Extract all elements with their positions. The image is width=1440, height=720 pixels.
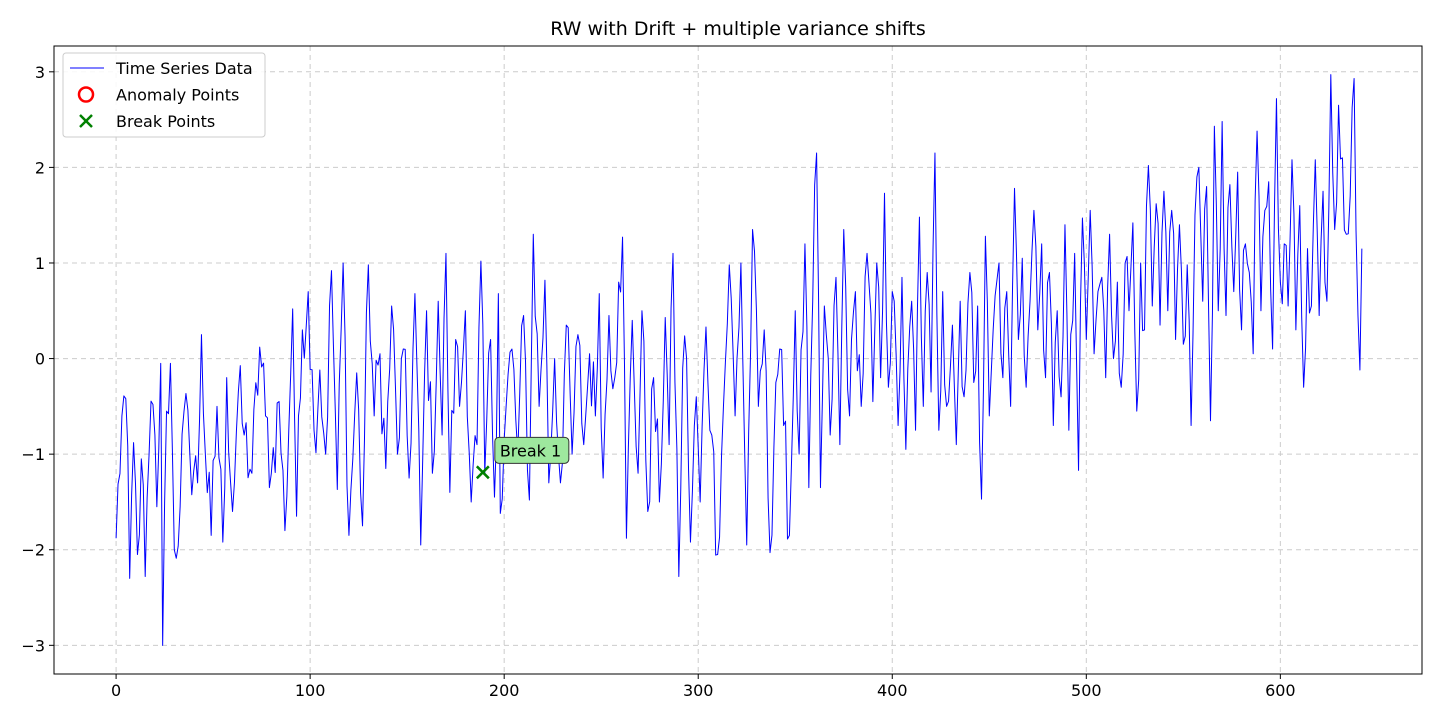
legend-box — [62, 52, 266, 138]
y-tick-label: −1 — [21, 445, 45, 464]
break-annotation-label: Break 1 — [500, 441, 561, 460]
break-point-marker: Break 1 — [475, 436, 570, 480]
x-tick-label: 200 — [489, 681, 520, 700]
grid — [54, 46, 1422, 674]
y-tick-label: 1 — [35, 254, 45, 273]
x-tick-label: 100 — [295, 681, 326, 700]
break-annotation-box — [494, 436, 570, 464]
legend: Time Series Data Anomaly Points Break Poin… — [62, 52, 266, 138]
legend-label-break-points: Break Points — [116, 112, 215, 131]
legend-handle-break-points — [79, 114, 93, 128]
series-line-time-series-data — [115, 74, 1363, 646]
y-tick-label: −3 — [21, 636, 45, 655]
plot-frame — [53, 45, 1423, 675]
axis-ticks: 0 100 200 300 400 500 600 −3 −2 −1 0 1 2 3 — [21, 63, 1295, 700]
chart-title: RW with Drift + multiple variance shifts — [550, 18, 926, 40]
x-tick-label: 500 — [1071, 681, 1102, 700]
x-tick-label: 300 — [683, 681, 714, 700]
legend-label-time-series-data: Time Series Data — [115, 59, 253, 78]
x-tick-label: 0 — [111, 681, 121, 700]
x-tick-label: 400 — [877, 681, 908, 700]
x-tick-label: 600 — [1265, 681, 1296, 700]
series-layer — [115, 74, 1363, 646]
y-tick-label: −2 — [21, 541, 45, 560]
break-x-stroke — [475, 465, 490, 480]
legend-label-anomaly-points: Anomaly Points — [116, 86, 239, 105]
y-tick-label: 2 — [35, 158, 45, 177]
legend-handle-anomaly-points — [77, 86, 95, 103]
y-tick-label: 3 — [35, 63, 45, 82]
break-points-layer: Break 1 — [475, 436, 570, 480]
y-tick-label: 0 — [35, 350, 45, 369]
